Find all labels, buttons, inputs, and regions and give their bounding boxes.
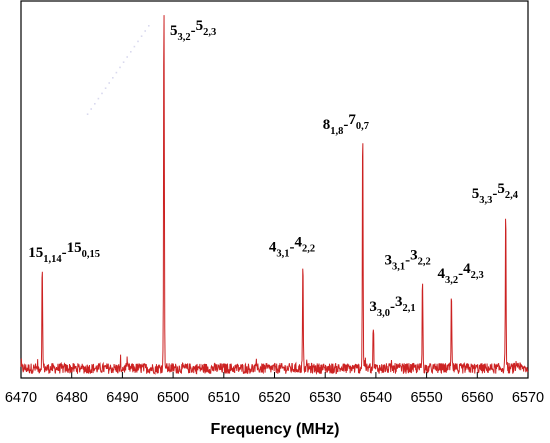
guide-dot (130, 51, 132, 53)
peak-label-dash: - (492, 186, 497, 202)
peak-label-b: 4 (295, 235, 303, 251)
guide-dot (97, 97, 100, 100)
peak-label-b-sub: 2,1 (402, 303, 415, 314)
peak-label-b: 3 (395, 294, 403, 310)
peak-label-b: 3 (410, 247, 418, 263)
peak-label-a-sub: 3,3 (479, 195, 492, 206)
peak-label: 43,1-42,2 (269, 235, 315, 260)
peak-label-b: 5 (497, 181, 505, 197)
x-axis-title: Frequency (MHz) (211, 421, 340, 438)
peak-label: 43,2-42,3 (437, 261, 483, 286)
guide-dot (108, 82, 110, 84)
peak-label-a-sub: 3,1 (392, 261, 405, 272)
peak-label-b-sub: 2,4 (505, 190, 519, 201)
spectrum-line (20, 15, 529, 376)
peak-label-a: 8 (323, 117, 331, 133)
peak-label-dash: - (343, 117, 348, 133)
dotted-guide (86, 25, 150, 115)
peak-label-a: 5 (170, 23, 178, 39)
guide-dot (119, 66, 121, 69)
x-tick-label: 6570 (512, 390, 544, 406)
peak-label-b: 4 (463, 261, 471, 277)
x-axis-tick-labels: 6470 6480 6490 6500 6510 6520 6530 6540 6550 6560… (5, 390, 544, 406)
peak-label-dash: - (458, 266, 463, 282)
guide-dot (101, 92, 103, 95)
x-tick-label: 6550 (410, 390, 442, 406)
guide-dot (115, 71, 118, 74)
peak-label-a: 15 (28, 245, 43, 261)
x-tick-label: 6480 (56, 390, 88, 406)
x-tick-label: 6560 (461, 390, 493, 406)
x-tick-label: 6510 (208, 390, 240, 406)
peak-label: 53,2-52,3 (170, 18, 216, 43)
peak-label-b: 5 (196, 18, 204, 34)
peak-label-dash: - (290, 240, 295, 256)
peak-label-b: 7 (348, 112, 356, 128)
guide-dot (148, 25, 150, 27)
peak-label-a: 4 (437, 266, 445, 282)
peak-label-a: 3 (385, 252, 393, 268)
guide-dot (140, 35, 143, 37)
guide-dot (133, 45, 136, 48)
x-tick-label: 6500 (157, 390, 189, 406)
x-axis-ticks (20, 372, 529, 378)
guide-dot (122, 61, 125, 63)
peak-label-b-sub: 0,7 (356, 121, 369, 132)
guide-dot (126, 56, 128, 58)
guide-dot (94, 103, 96, 105)
peak-label-a: 5 (472, 186, 480, 202)
peak-label: 53,3-52,4 (472, 181, 519, 206)
peak-label-a-sub: 1,8 (330, 126, 343, 137)
peak-label-b: 15 (67, 240, 82, 256)
peak-label: 81,8-70,7 (323, 112, 369, 137)
guide-dot (86, 113, 89, 115)
guide-dot (137, 40, 139, 43)
x-tick-label: 6470 (5, 390, 37, 406)
peak-label-b-sub: 0,15 (82, 249, 100, 260)
x-tick-label: 6520 (258, 390, 290, 406)
peak-labels: 151,14-150,1553,2-52,343,1-42,281,8-70,7… (28, 18, 518, 319)
peak-label-b-sub: 2,3 (471, 270, 484, 281)
peak-label-dash: - (405, 252, 410, 268)
peak-label-dash: - (62, 245, 67, 261)
peak-label-b-sub: 2,2 (302, 244, 315, 255)
x-tick-label: 6530 (309, 390, 341, 406)
peak-label-b-sub: 2,2 (418, 256, 431, 267)
guide-dot (144, 30, 146, 32)
peak-label-b-sub: 2,3 (203, 27, 216, 38)
peak-label-dash: - (191, 23, 196, 39)
peak-label: 33,1-32,2 (385, 247, 431, 272)
x-tick-label: 6490 (106, 390, 138, 406)
peak-label-dash: - (390, 299, 395, 315)
peak-label-a-sub: 3,1 (276, 249, 289, 260)
peak-label-a-sub: 3,2 (177, 32, 190, 43)
guide-dot (90, 108, 92, 110)
peak-label-a-sub: 1,14 (43, 254, 62, 265)
peak-label-a-sub: 3,2 (445, 275, 458, 286)
peak-label: 33,0-32,1 (369, 294, 415, 319)
peak-label-a-sub: 3,0 (377, 308, 390, 319)
peak-label-a: 3 (369, 299, 377, 315)
x-tick-label: 6540 (360, 390, 392, 406)
peak-label: 151,14-150,15 (28, 240, 100, 265)
guide-dot (104, 87, 107, 89)
guide-dot (112, 77, 114, 79)
peak-label-a: 4 (269, 240, 277, 256)
